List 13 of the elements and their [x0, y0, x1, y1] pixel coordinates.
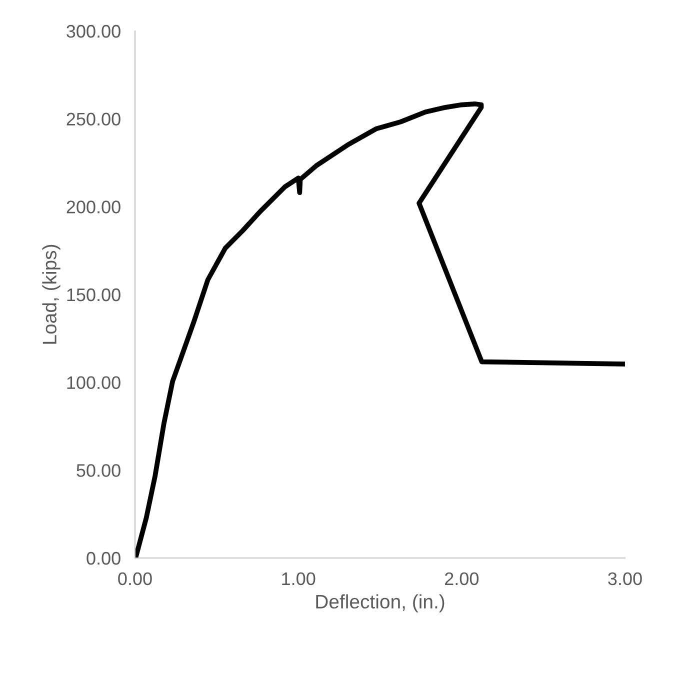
y-tick-label: 200.00 [66, 200, 120, 214]
y-axis-title: Load, (kips) [42, 244, 60, 344]
x-tick-label: 2.00 [445, 572, 479, 586]
x-tick-label: 1.00 [282, 572, 316, 586]
y-tick-label: 250.00 [66, 112, 120, 126]
y-tick-label: 50.00 [76, 464, 120, 477]
y-tick-label: 150.00 [67, 288, 120, 302]
y-tick-label: 300.00 [66, 24, 120, 38]
y-tick-label: 100.00 [67, 376, 120, 390]
x-axis-title: Deflection, (in.) [316, 594, 444, 612]
x-tick-label: 0.00 [118, 572, 152, 586]
x-tick-label: 3.00 [608, 572, 642, 586]
y-tick-label: 0.00 [86, 552, 120, 565]
